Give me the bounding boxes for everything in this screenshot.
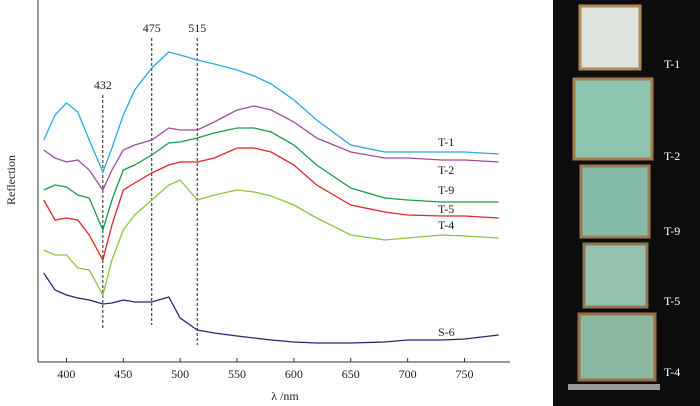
x-tick-label: 500 xyxy=(171,367,189,381)
x-tick-label: 550 xyxy=(228,367,246,381)
series-label: T-1 xyxy=(438,135,454,149)
reference-label: 432 xyxy=(94,78,112,92)
photo-label: T-5 xyxy=(664,294,680,308)
x-tick-label: 700 xyxy=(399,367,417,381)
photo-label: T-1 xyxy=(664,57,680,71)
photo-label: T-9 xyxy=(664,224,680,238)
series-label: S-6 xyxy=(438,325,455,339)
spectrum-line xyxy=(43,147,499,262)
x-tick-label: 600 xyxy=(285,367,303,381)
scale-bar xyxy=(568,384,660,390)
series-label: T-2 xyxy=(438,163,454,177)
reference-label: 475 xyxy=(143,21,161,35)
stone xyxy=(579,164,651,239)
stone xyxy=(582,242,649,309)
y-axis-label: Reflection xyxy=(4,155,18,205)
series-label: T-5 xyxy=(438,202,454,216)
spectrum-line xyxy=(43,105,499,192)
x-tick-label: 450 xyxy=(114,367,132,381)
stone xyxy=(577,312,657,382)
reference-label: 515 xyxy=(188,21,206,35)
spectrum-line xyxy=(43,179,499,297)
spectrum-line xyxy=(43,272,499,344)
photo-panel: T-1 T-2 T-9 T-5 T-4 xyxy=(553,0,700,406)
x-tick-label: 650 xyxy=(342,367,360,381)
spectrum-line xyxy=(43,51,499,174)
x-tick-label: 400 xyxy=(57,367,75,381)
spectrum-line xyxy=(43,127,499,232)
x-tick-label: 750 xyxy=(456,367,474,381)
photo-label: T-4 xyxy=(664,365,680,379)
series-label: T-9 xyxy=(438,183,454,197)
stone xyxy=(572,77,654,161)
x-axis-label: λ /nm xyxy=(271,389,299,403)
stone xyxy=(578,4,642,71)
photo-label: T-2 xyxy=(664,149,680,163)
series-label: T-4 xyxy=(438,218,454,232)
